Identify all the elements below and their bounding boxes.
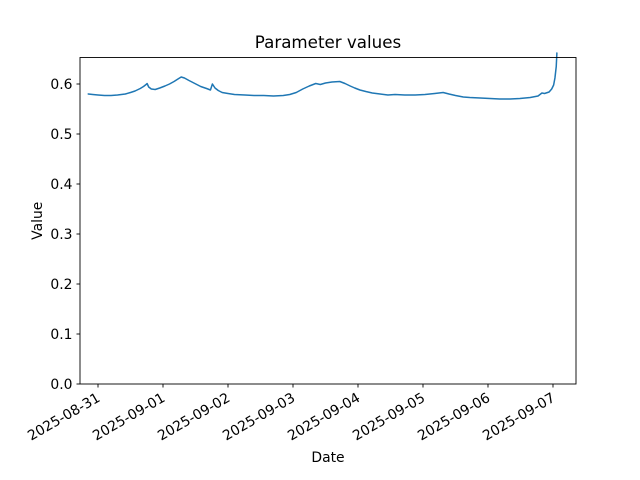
x-tick-label: 2025-09-07: [480, 390, 558, 444]
x-axis-label: Date: [311, 450, 344, 466]
y-tick-label: 0.0: [50, 377, 72, 393]
y-tick-label: 0.6: [50, 77, 72, 93]
plot-border: [79, 57, 577, 385]
x-tick-label: 2025-08-31: [25, 390, 103, 444]
x-tick-label: 2025-09-04: [285, 390, 363, 444]
y-tick-label: 0.3: [50, 227, 72, 243]
x-tick-label: 2025-09-02: [155, 390, 233, 444]
series-line: [87, 52, 558, 100]
y-axis-label: Value: [30, 202, 46, 240]
y-tick-label: 0.1: [50, 327, 72, 343]
chart-title: Parameter values: [255, 32, 401, 52]
y-tick-label: 0.4: [50, 177, 72, 193]
y-tick-label: 0.5: [50, 127, 72, 143]
y-tick-label: 0.2: [50, 277, 72, 293]
x-tick-label: 2025-09-06: [415, 390, 493, 444]
x-tick-label: 2025-09-01: [90, 390, 168, 444]
x-tick-label: 2025-09-03: [220, 390, 298, 444]
x-tick-label: 2025-09-05: [350, 390, 428, 444]
plot-area: 2025-08-312025-09-012025-09-022025-09-03…: [25, 52, 558, 444]
